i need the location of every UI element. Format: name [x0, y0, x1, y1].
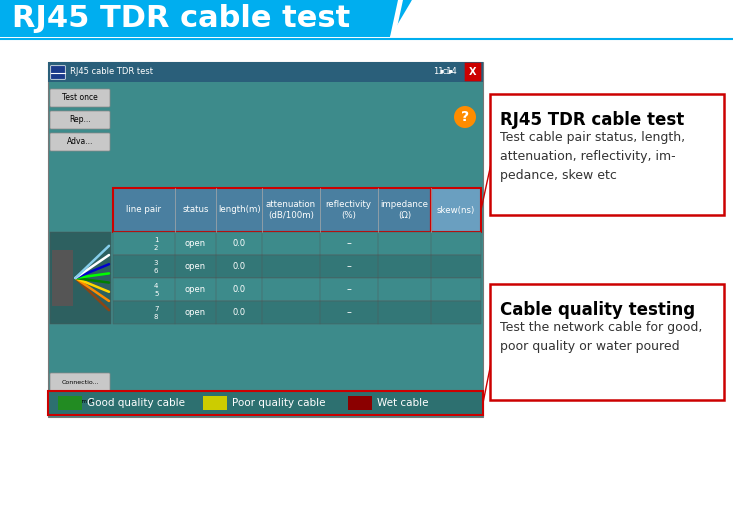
Text: RJ45 TDR cable test: RJ45 TDR cable test [12, 4, 350, 33]
Text: 6: 6 [154, 268, 158, 274]
FancyBboxPatch shape [50, 373, 110, 391]
Text: Adva...: Adva... [67, 138, 93, 147]
Text: RJ45 TDR cable test: RJ45 TDR cable test [500, 111, 684, 129]
Text: Test cable pair status, length,
attenuation, reflectivity, im-
pedance, skew etc: Test cable pair status, length, attenuat… [500, 131, 685, 182]
Polygon shape [404, 0, 417, 37]
Text: reflectivity
(%): reflectivity (%) [325, 200, 372, 220]
Text: ?: ? [461, 110, 469, 124]
Text: status: status [183, 206, 209, 214]
Text: 1: 1 [154, 237, 158, 243]
FancyBboxPatch shape [50, 232, 111, 324]
Text: RJ45 cable TDR test: RJ45 cable TDR test [70, 67, 153, 76]
FancyBboxPatch shape [490, 284, 724, 400]
FancyBboxPatch shape [48, 391, 483, 415]
Text: 11:14: 11:14 [433, 67, 457, 76]
Text: 0.0: 0.0 [233, 285, 246, 294]
Text: Connectio...: Connectio... [61, 379, 99, 385]
Text: length(m): length(m) [218, 206, 261, 214]
Text: 3: 3 [154, 260, 158, 266]
Polygon shape [0, 0, 412, 37]
Text: Good quality cable: Good quality cable [87, 398, 185, 408]
FancyBboxPatch shape [113, 278, 481, 301]
Text: 5: 5 [154, 291, 158, 297]
Circle shape [454, 106, 476, 128]
FancyBboxPatch shape [51, 66, 65, 79]
Text: line pair: line pair [126, 206, 161, 214]
Text: open: open [185, 308, 206, 317]
Text: 0.0: 0.0 [233, 262, 246, 271]
FancyBboxPatch shape [58, 396, 82, 410]
Text: 0.0: 0.0 [233, 239, 246, 248]
Text: impedance
(Ω): impedance (Ω) [380, 200, 428, 220]
Text: –: – [346, 239, 351, 249]
Bar [52, 250, 73, 306]
FancyBboxPatch shape [50, 89, 110, 107]
FancyBboxPatch shape [113, 255, 481, 278]
FancyBboxPatch shape [465, 63, 482, 81]
Text: 0.0: 0.0 [233, 308, 246, 317]
Text: skew(ns): skew(ns) [437, 206, 475, 214]
Text: Poor quality cable: Poor quality cable [232, 398, 325, 408]
Text: Wet cable: Wet cable [377, 398, 429, 408]
FancyBboxPatch shape [348, 396, 372, 410]
Text: 7: 7 [154, 306, 158, 312]
Text: open: open [185, 285, 206, 294]
Text: open: open [185, 239, 206, 248]
Text: –: – [346, 285, 351, 295]
Text: attenuation
(dB/100m): attenuation (dB/100m) [266, 200, 316, 220]
FancyBboxPatch shape [48, 62, 483, 82]
Text: –: – [346, 261, 351, 271]
FancyBboxPatch shape [431, 188, 481, 232]
FancyBboxPatch shape [50, 392, 110, 410]
FancyBboxPatch shape [113, 301, 481, 324]
Text: –: – [346, 307, 351, 317]
Text: open: open [185, 262, 206, 271]
Text: 4: 4 [154, 283, 158, 289]
FancyBboxPatch shape [48, 62, 483, 417]
Text: Rep...: Rep... [69, 115, 91, 124]
FancyBboxPatch shape [50, 133, 110, 151]
Text: Diagram d...: Diagram d... [63, 398, 97, 404]
FancyBboxPatch shape [113, 188, 431, 232]
Text: Cable quality testing: Cable quality testing [500, 301, 695, 319]
Text: Test the network cable for good,
poor quality or water poured: Test the network cable for good, poor qu… [500, 321, 702, 353]
FancyBboxPatch shape [490, 94, 724, 215]
Text: 2: 2 [154, 245, 158, 251]
Text: 8: 8 [154, 314, 158, 320]
FancyBboxPatch shape [50, 111, 110, 129]
Text: Test once: Test once [62, 93, 98, 102]
Polygon shape [390, 0, 403, 37]
Text: X: X [469, 67, 476, 77]
Text: ▪◻▪: ▪◻▪ [439, 70, 453, 74]
FancyBboxPatch shape [203, 396, 227, 410]
FancyBboxPatch shape [113, 232, 481, 255]
